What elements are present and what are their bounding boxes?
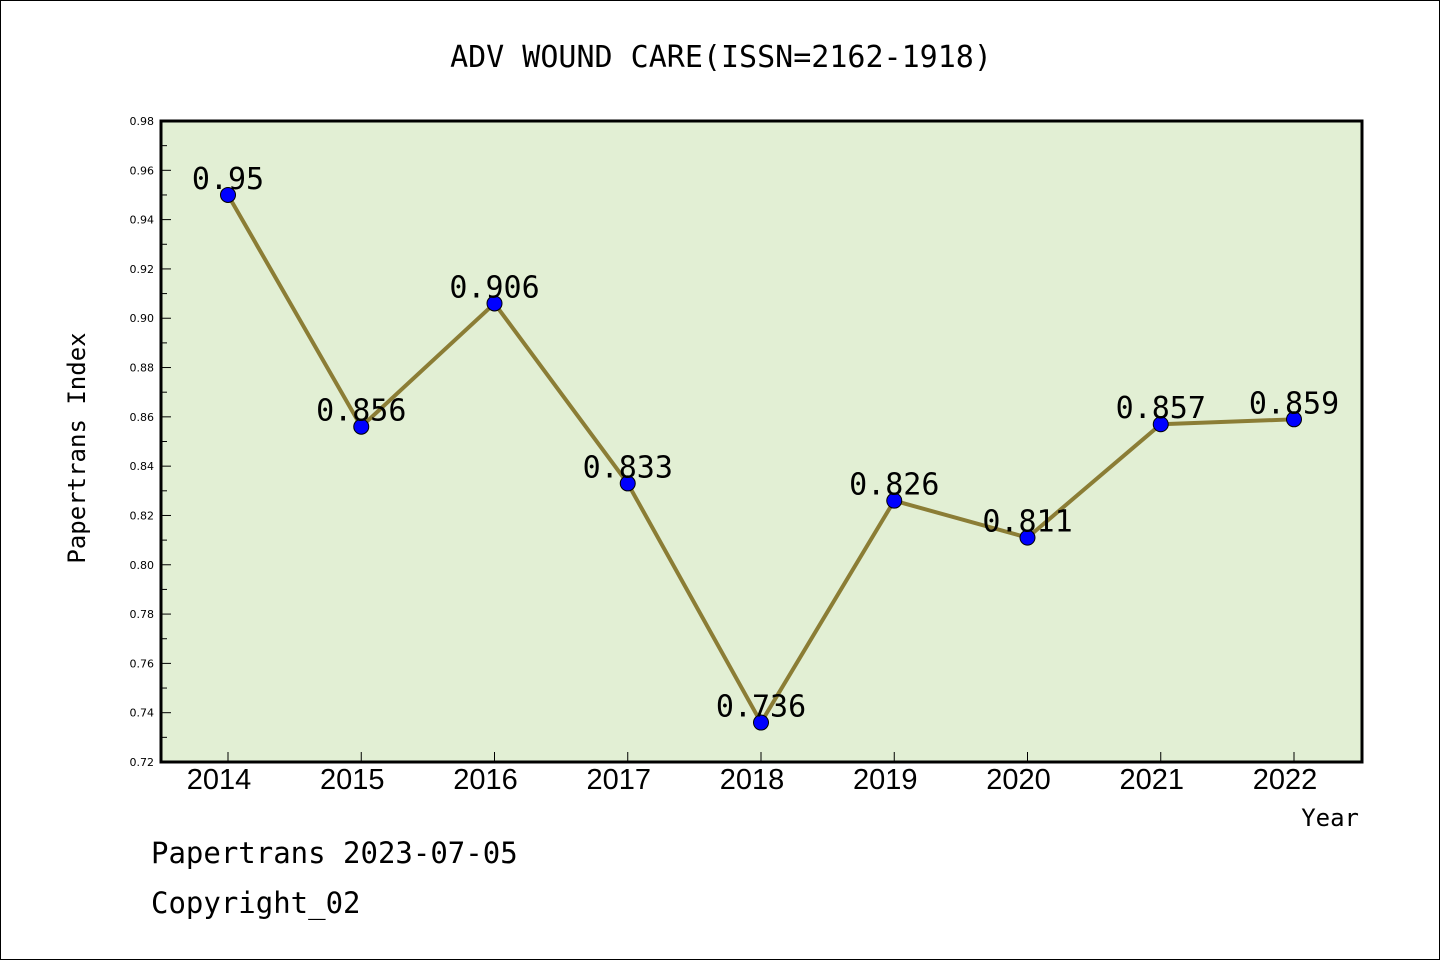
data-point xyxy=(220,186,236,203)
data-markers xyxy=(220,186,1302,731)
footer-source: Papertrans 2023-07-05 xyxy=(151,836,518,870)
data-point xyxy=(886,492,903,509)
chart-title: ADV WOUND CARE(ISSN=2162-1918) xyxy=(450,40,992,75)
y-tick-label: 0.74 xyxy=(130,707,155,720)
data-label: 0.826 xyxy=(849,468,939,503)
y-tick-label: 0.78 xyxy=(130,608,155,621)
x-tick-label: 2014 xyxy=(187,764,252,796)
x-tick-label: 2015 xyxy=(320,764,385,796)
data-label: 0.906 xyxy=(449,270,539,305)
y-axis-title: Papertrans Index xyxy=(63,332,91,563)
data-label: 0.859 xyxy=(1249,386,1339,421)
data-point xyxy=(353,418,370,435)
footer-copyright: Copyright_02 xyxy=(151,886,361,920)
x-axis-title: Year xyxy=(1301,804,1359,832)
y-tick-label: 0.94 xyxy=(130,214,155,227)
data-label: 0.857 xyxy=(1116,391,1206,426)
x-tick-label: 2017 xyxy=(586,764,651,796)
y-tick-label: 0.96 xyxy=(130,164,155,177)
plot-frame xyxy=(159,119,1364,764)
data-label: 0.833 xyxy=(583,450,673,485)
data-label: 0.95 xyxy=(192,162,264,197)
x-tick-label: 2021 xyxy=(1119,764,1184,796)
data-point xyxy=(486,295,503,312)
data-point xyxy=(1286,411,1302,428)
x-tick-label: 2018 xyxy=(720,764,785,796)
y-tick-label: 0.88 xyxy=(130,362,155,375)
y-tick-label: 0.90 xyxy=(130,312,155,325)
data-labels: 0.95 0.856 0.906 0.833 0.736 0.826 0.811 0.857 0… xyxy=(192,162,1339,725)
data-label: 0.856 xyxy=(316,394,406,429)
data-point xyxy=(1019,529,1036,546)
y-tick-label: 0.86 xyxy=(130,411,155,424)
y-axis-ticks: 0.72 0.74 0.76 0.78 0.80 0.82 0.84 0.86 0.88 0.90… xyxy=(130,115,171,769)
x-tick-label: 2016 xyxy=(453,764,518,796)
y-tick-label: 0.84 xyxy=(130,460,155,473)
plot-area xyxy=(161,121,1362,762)
y-tick-label: 0.98 xyxy=(130,115,155,128)
y-tick-label: 0.80 xyxy=(130,559,155,572)
data-point xyxy=(1152,416,1169,433)
data-point xyxy=(619,475,636,492)
x-tick-label: 2019 xyxy=(853,764,918,796)
data-point xyxy=(753,714,769,731)
x-axis-ticks: 2014 2015 2016 2017 2018 2019 2020 2021 2022 xyxy=(187,752,1318,796)
y-tick-label: 0.92 xyxy=(130,263,155,276)
x-tick-label: 2022 xyxy=(1253,764,1318,796)
y-tick-label: 0.76 xyxy=(130,657,155,670)
y-tick-label: 0.82 xyxy=(130,509,155,522)
data-label: 0.811 xyxy=(982,505,1072,540)
y-tick-label: 0.72 xyxy=(130,756,155,769)
x-tick-label: 2020 xyxy=(986,764,1051,796)
data-label: 0.736 xyxy=(716,690,806,725)
